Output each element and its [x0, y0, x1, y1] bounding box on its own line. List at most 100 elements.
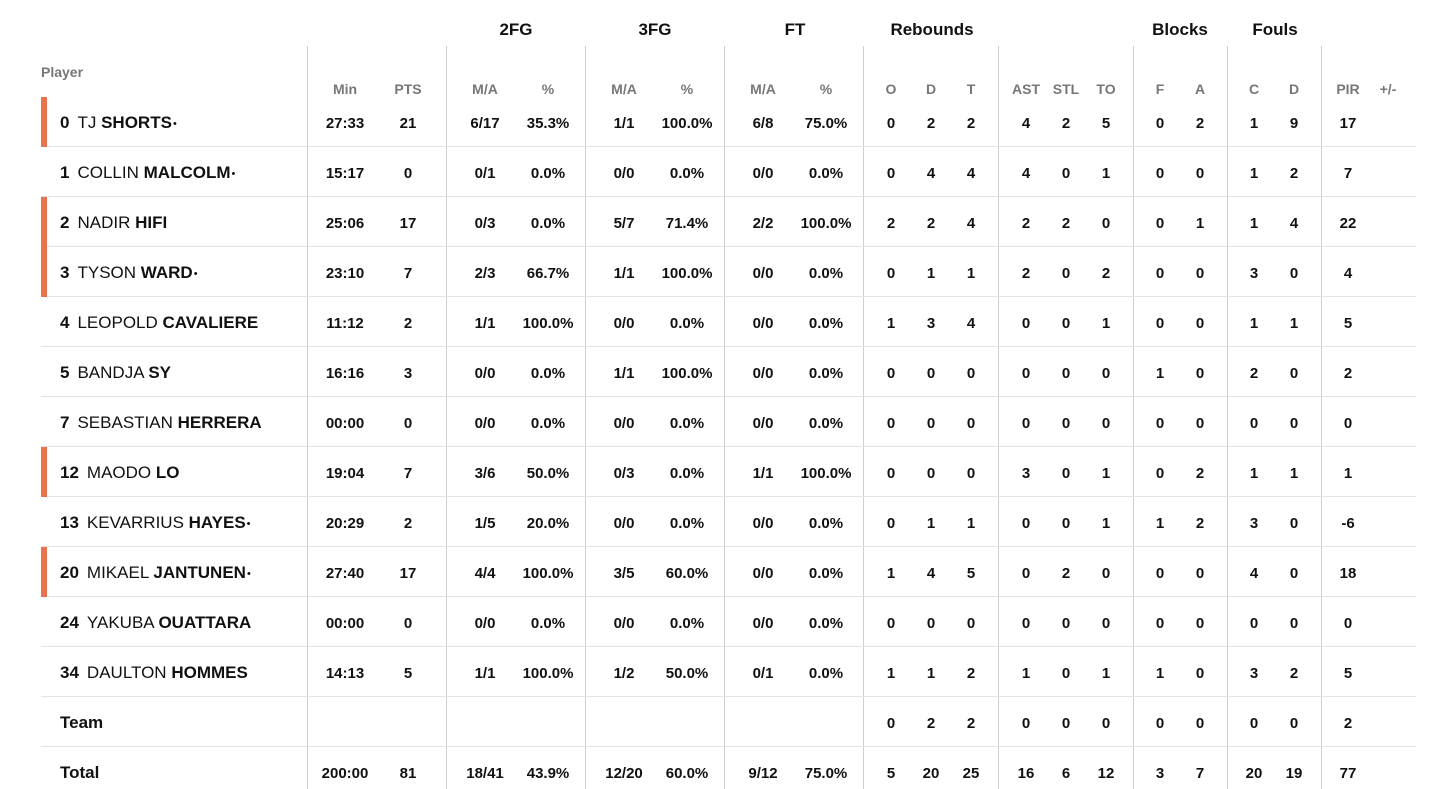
cell-ft-pct: 0.0% — [808, 265, 844, 282]
col-header-pts[interactable]: PTS — [394, 81, 422, 97]
player-first-name: COLLIN — [77, 163, 139, 182]
col-header-ft-ma[interactable]: M/A — [750, 81, 776, 97]
cell-fg2-pct: 0.0% — [530, 365, 566, 382]
player-last-name: LO — [155, 463, 180, 482]
col-header-reb-t[interactable]: T — [966, 81, 976, 97]
group-blocks: Blocks — [1152, 20, 1208, 39]
cell-ft-pct: 0.0% — [808, 415, 844, 432]
col-header-blk-a[interactable]: A — [1194, 81, 1206, 97]
player-name[interactable]: 5 BANDJA SY — [60, 363, 171, 383]
col-header-ast[interactable]: AST — [1012, 81, 1040, 97]
cell-reb-d: 2 — [926, 115, 936, 132]
col-header-fg3-pct[interactable]: % — [680, 81, 694, 97]
player-name[interactable]: 24 YAKUBA OUATTARA — [60, 613, 251, 633]
player-row[interactable]: 7 SEBASTIAN HERRERA 00:00 0 0/0 0.0% 0/0 0.0% 0/… — [41, 397, 1416, 447]
player-first-name: MAODO — [86, 463, 152, 482]
player-row[interactable]: 12 MAODO LO 19:04 7 3/6 50.0% 0/3 0.0% 1/1 100.0%… — [41, 447, 1416, 497]
cell-ft-pct: 0.0% — [808, 615, 844, 632]
player-name[interactable]: 0 TJ SHORTS• — [60, 113, 177, 133]
player-name[interactable]: 12 MAODO LO — [60, 463, 180, 483]
col-header-to[interactable]: TO — [1096, 81, 1116, 97]
cell-ast: 0 — [1021, 615, 1031, 632]
cell-pts: 7 — [403, 265, 413, 282]
player-number: 0 — [60, 113, 70, 132]
col-header-fg3-ma[interactable]: M/A — [611, 81, 637, 97]
col-header-fg2-ma[interactable]: M/A — [472, 81, 498, 97]
cell-foul-d: 0 — [1289, 715, 1299, 732]
cell-ft-ma: 0/0 — [752, 165, 774, 182]
player-name[interactable]: 7 SEBASTIAN HERRERA — [60, 413, 262, 433]
col-header-foul-c[interactable]: C — [1248, 81, 1260, 97]
cell-reb-d: 2 — [926, 215, 936, 232]
cell-blk-a: 0 — [1195, 365, 1205, 382]
cell-ft-ma: 0/0 — [752, 415, 774, 432]
player-number: 24 — [60, 613, 79, 632]
cell-reb-o: 1 — [886, 565, 896, 582]
col-header-plus-minus[interactable]: +/- — [1379, 81, 1397, 97]
cell-stl: 0 — [1061, 665, 1071, 682]
col-header-blk-f[interactable]: F — [1155, 81, 1165, 97]
cell-pts: 7 — [403, 465, 413, 482]
player-row[interactable]: 13 KEVARRIUS HAYES• 20:29 2 1/5 20.0% 0/0 0.0% 0… — [41, 497, 1416, 547]
cell-pir: 4 — [1343, 265, 1353, 282]
cell-min: 14:13 — [325, 665, 365, 682]
starter-indicator — [41, 547, 47, 597]
cell-ft-ma: 2/2 — [752, 215, 774, 232]
col-header-foul-d[interactable]: D — [1288, 81, 1300, 97]
player-row[interactable]: 34 DAULTON HOMMES 14:13 5 1/1 100.0% 1/2 50.0% 0… — [41, 647, 1416, 697]
cell-foul-c: 3 — [1249, 265, 1259, 282]
player-row[interactable]: 0 TJ SHORTS• 27:33 21 6/17 35.3% 1/1 100.0% 6/8 7… — [41, 97, 1416, 147]
col-header-reb-o[interactable]: O — [885, 81, 897, 97]
cell-ft-ma: 0/0 — [752, 365, 774, 382]
player-name[interactable]: 2 NADIR HIFI — [60, 213, 167, 233]
player-row[interactable]: 24 YAKUBA OUATTARA 00:00 0 0/0 0.0% 0/0 0.0% 0/0… — [41, 597, 1416, 647]
col-header-pir[interactable]: PIR — [1336, 81, 1360, 97]
cell-reb-o: 0 — [886, 365, 896, 382]
col-header-stl[interactable]: STL — [1052, 81, 1080, 97]
cell-to: 1 — [1101, 315, 1111, 332]
player-first-name: KEVARRIUS — [86, 513, 184, 532]
cell-min: 15:17 — [325, 165, 365, 182]
player-name[interactable]: 34 DAULTON HOMMES — [60, 663, 248, 683]
cell-reb-t: 2 — [966, 115, 976, 132]
player-row[interactable]: 20 MIKAEL JANTUNEN• 27:40 17 4/4 100.0% 3/5 60.… — [41, 547, 1416, 597]
player-number: 2 — [60, 213, 70, 232]
player-first-name: MIKAEL — [86, 563, 149, 582]
cell-ast: 0 — [1021, 415, 1031, 432]
player-name[interactable]: 20 MIKAEL JANTUNEN• — [60, 563, 251, 583]
cell-fg2-ma: 2/3 — [474, 265, 496, 282]
divider-min — [307, 46, 308, 789]
cell-ft-pct: 0.0% — [808, 515, 844, 532]
player-name[interactable]: 4 LEOPOLD CAVALIERE — [60, 313, 258, 333]
cell-fg2-ma: 0/0 — [474, 365, 496, 382]
cell-reb-t: 0 — [966, 365, 976, 382]
col-header-min[interactable]: Min — [332, 81, 358, 97]
player-last-name: OUATTARA — [158, 613, 252, 632]
cell-blk-f: 0 — [1155, 415, 1165, 432]
player-name[interactable]: 3 TYSON WARD• — [60, 263, 198, 283]
cell-blk-a: 0 — [1195, 615, 1205, 632]
cell-ast: 0 — [1021, 565, 1031, 582]
player-row[interactable]: 1 COLLIN MALCOLM• 15:17 0 0/1 0.0% 0/0 0.0% 0/0 0… — [41, 147, 1416, 197]
cell-reb-d: 1 — [926, 515, 936, 532]
cell-foul-c: 1 — [1249, 165, 1259, 182]
cell-fg3-ma: 1/1 — [613, 365, 635, 382]
player-row[interactable]: 5 BANDJA SY 16:16 3 0/0 0.0% 1/1 100.0% 0/0 0.0% 0… — [41, 347, 1416, 397]
player-name[interactable]: 1 COLLIN MALCOLM• — [60, 163, 235, 183]
cell-ast: 2 — [1021, 215, 1031, 232]
player-name[interactable]: 13 KEVARRIUS HAYES• — [60, 513, 251, 533]
cell-blk-f: 0 — [1155, 615, 1165, 632]
col-header-reb-d[interactable]: D — [925, 81, 937, 97]
cell-to: 5 — [1101, 115, 1111, 132]
col-header-fg2-pct[interactable]: % — [541, 81, 555, 97]
cell-ast: 4 — [1021, 165, 1031, 182]
player-row[interactable]: 4 LEOPOLD CAVALIERE 11:12 2 1/1 100.0% 0/0 0.0%… — [41, 297, 1416, 347]
cell-ft-ma: 9/12 — [748, 765, 778, 782]
cell-ast: 0 — [1021, 315, 1031, 332]
cell-ft-pct: 0.0% — [808, 565, 844, 582]
cell-to: 0 — [1101, 215, 1111, 232]
col-header-ft-pct[interactable]: % — [819, 81, 833, 97]
player-row[interactable]: 2 NADIR HIFI 25:06 17 0/3 0.0% 5/7 71.4% 2/2 100.… — [41, 197, 1416, 247]
cell-foul-c: 3 — [1249, 515, 1259, 532]
player-row[interactable]: 3 TYSON WARD• 23:10 7 2/3 66.7% 1/1 100.0% 0/0 0.… — [41, 247, 1416, 297]
